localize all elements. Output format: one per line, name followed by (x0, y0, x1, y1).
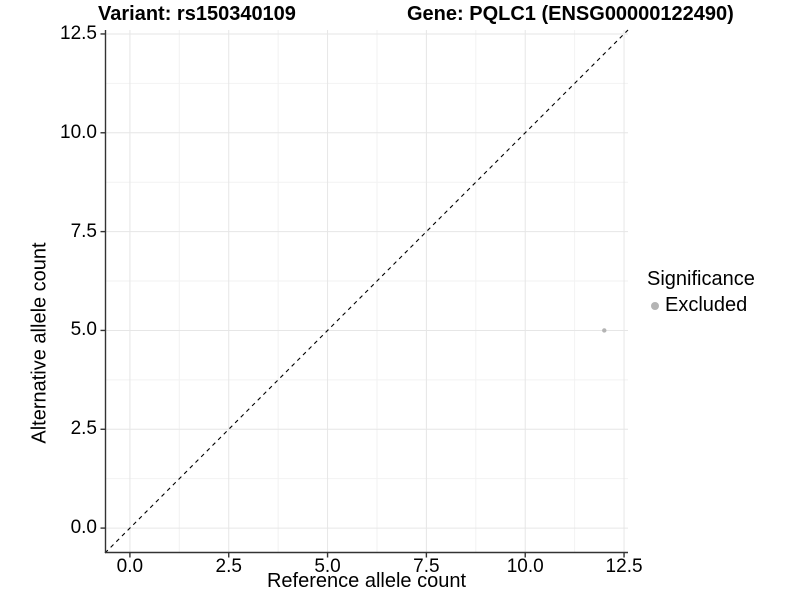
x-tick-label: 2.5 (215, 556, 242, 577)
y-axis-title: Alternative allele count (28, 242, 51, 444)
legend-item-excluded: Excluded (647, 294, 755, 317)
plot-canvas (100, 29, 629, 558)
y-tick-label: 0.0 (70, 517, 97, 539)
y-tick-label: 10.0 (60, 121, 97, 143)
legend: Significance Excluded (647, 268, 755, 317)
x-axis-title: Reference allele count (266, 570, 466, 592)
x-tick-label: 10.0 (506, 556, 544, 577)
legend-title: Significance (647, 268, 755, 290)
legend-key-dot-icon (651, 301, 659, 310)
legend-item-label: Excluded (665, 294, 748, 316)
x-tick-label: 7.5 (413, 556, 440, 577)
plot-title-gene: Gene: PQLC1 (ENSG00000122490) (407, 3, 734, 25)
x-tick-label: 12.5 (605, 556, 643, 577)
y-tick-label: 5.0 (70, 319, 97, 341)
plot-panel (100, 29, 629, 558)
x-tick-label: 5.0 (314, 556, 341, 577)
plot-title-variant: Variant: rs150340109 (98, 3, 296, 25)
y-tick-label: 2.5 (70, 418, 97, 440)
y-tick-label: 7.5 (70, 220, 97, 242)
data-point (602, 328, 607, 333)
x-tick-label: 0.0 (116, 556, 144, 577)
identity-reference-line (104, 29, 629, 554)
y-tick-label: 12.5 (60, 22, 97, 44)
